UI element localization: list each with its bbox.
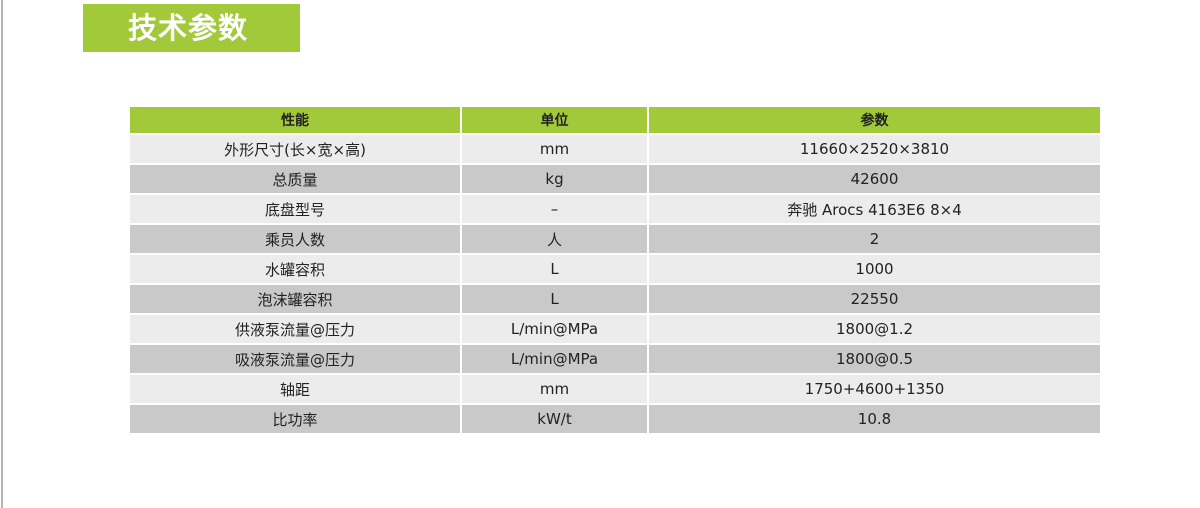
cell-unit: kW/t — [462, 405, 647, 433]
cell-value: 1800@0.5 — [649, 345, 1100, 373]
cell-value: 2 — [649, 225, 1100, 253]
cell-unit: kg — [462, 165, 647, 193]
cell-unit: L — [462, 255, 647, 283]
table-row: 轴距 mm 1750+4600+1350 — [130, 375, 1100, 403]
cell-unit: 人 — [462, 225, 647, 253]
cell-value: 11660×2520×3810 — [649, 135, 1100, 163]
table-row: 供液泵流量@压力 L/min@MPa 1800@1.2 — [130, 315, 1100, 343]
cell-value: 10.8 — [649, 405, 1100, 433]
cell-unit: L/min@MPa — [462, 345, 647, 373]
cell-performance: 外形尺寸(长×宽×高) — [130, 135, 460, 163]
header-unit: 单位 — [462, 107, 647, 133]
cell-unit: mm — [462, 375, 647, 403]
table-row: 吸液泵流量@压力 L/min@MPa 1800@0.5 — [130, 345, 1100, 373]
cell-value: 1000 — [649, 255, 1100, 283]
cell-value: 1800@1.2 — [649, 315, 1100, 343]
cell-value: 22550 — [649, 285, 1100, 313]
cell-value: 奔驰 Arocs 4163E6 8×4 — [649, 195, 1100, 223]
cell-performance: 比功率 — [130, 405, 460, 433]
cell-performance: 轴距 — [130, 375, 460, 403]
section-title: 技术参数 — [83, 4, 300, 52]
cell-value: 1750+4600+1350 — [649, 375, 1100, 403]
cell-performance: 供液泵流量@压力 — [130, 315, 460, 343]
cell-unit: L — [462, 285, 647, 313]
cell-performance: 泡沫罐容积 — [130, 285, 460, 313]
cell-unit: L/min@MPa — [462, 315, 647, 343]
cell-performance: 吸液泵流量@压力 — [130, 345, 460, 373]
table-row: 乘员人数人 2 — [130, 225, 1100, 253]
table-header: 性能 单位 参数 — [130, 107, 1100, 133]
table-row: 泡沫罐容积 L 22550 — [130, 285, 1100, 313]
table-row: 总质量 kg 42600 — [130, 165, 1100, 193]
spec-table: 性能 单位 参数 外形尺寸(长×宽×高) mm 11660×2520×3810 总质量… — [128, 105, 1102, 435]
cell-performance: 乘员人数 — [130, 225, 460, 253]
cell-performance: 底盘型号 — [130, 195, 460, 223]
header-value: 参数 — [649, 107, 1100, 133]
cell-performance: 总质量 — [130, 165, 460, 193]
table-row: 比功率 kW/t 10.8 — [130, 405, 1100, 433]
table-row: 底盘型号 – 奔驰 Arocs 4163E6 8×4 — [130, 195, 1100, 223]
cell-unit: – — [462, 195, 647, 223]
cell-unit: mm — [462, 135, 647, 163]
table-row: 水罐容积 L 1000 — [130, 255, 1100, 283]
cell-performance: 水罐容积 — [130, 255, 460, 283]
header-performance: 性能 — [130, 107, 460, 133]
page-border — [1, 0, 3, 508]
table-row: 外形尺寸(长×宽×高) mm 11660×2520×3810 — [130, 135, 1100, 163]
cell-value: 42600 — [649, 165, 1100, 193]
